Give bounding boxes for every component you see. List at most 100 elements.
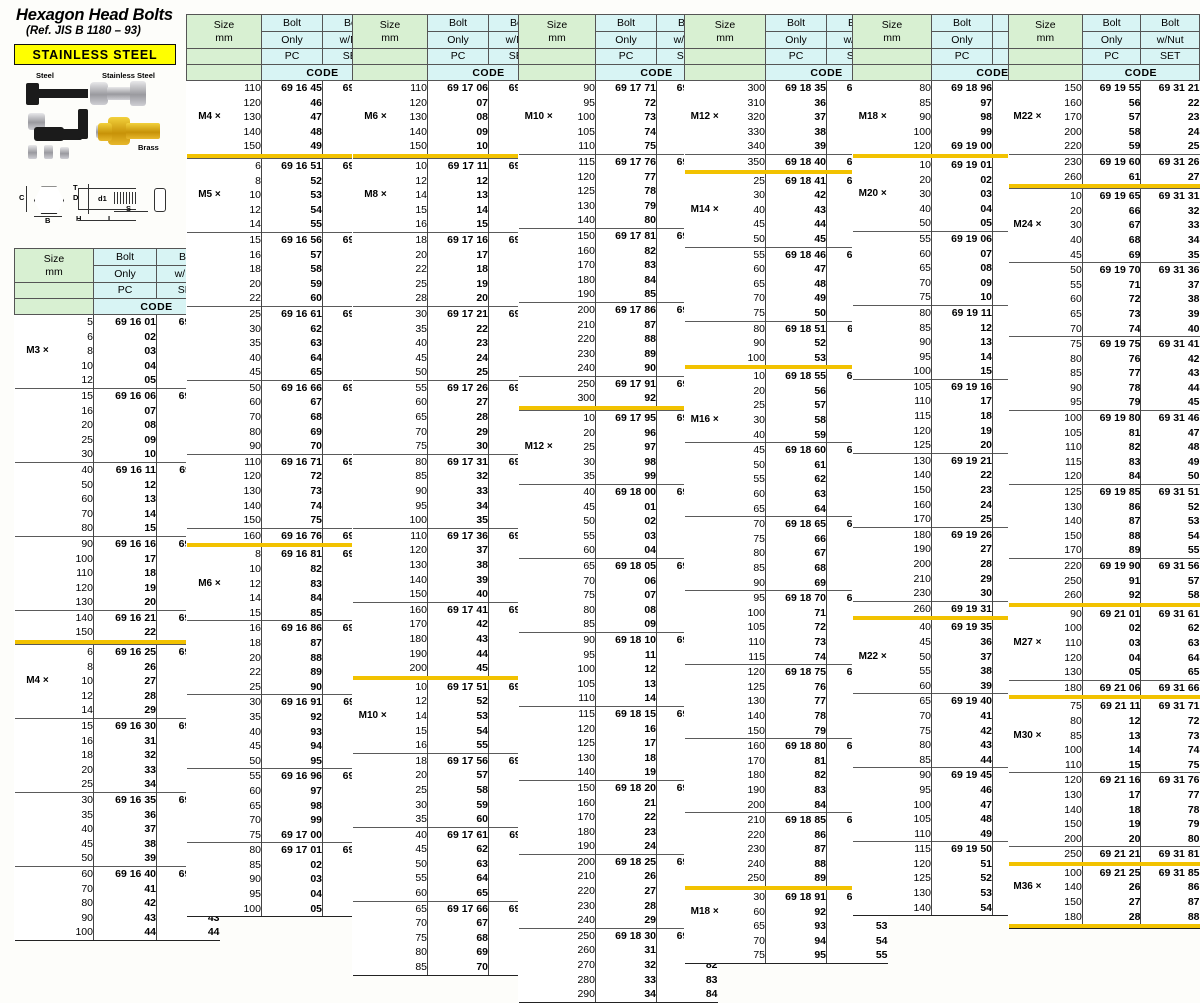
length-mm: 110 — [220, 79, 262, 96]
thread-designation: M24 × — [1013, 219, 1042, 231]
table-row: 75 69 21 11 69 31 71 — [1009, 699, 1200, 714]
code-bolt-only: 33 — [427, 484, 489, 499]
thread-designation — [1009, 125, 1042, 140]
thread-designation — [14, 925, 49, 941]
thread-designation — [1008, 557, 1042, 574]
code-bolt-with-nut: 42 — [1140, 351, 1200, 367]
length-mm: 40 — [249, 725, 261, 738]
length-mm: 310 — [747, 96, 765, 109]
thread-designation — [852, 900, 887, 917]
code-bolt-only: 72 — [765, 620, 827, 635]
code-bolt-with-nut: 22 — [1140, 95, 1200, 111]
thread-designation — [186, 620, 221, 636]
code-bolt-only: 69 16 91 — [261, 694, 323, 710]
code-bolt-with-nut: 48 — [1140, 440, 1200, 455]
length-mm: 70 — [415, 917, 427, 930]
thread-designation — [853, 321, 887, 336]
thread-designation: M22 × — [1013, 111, 1042, 123]
thread-designation: M30 × — [1013, 729, 1042, 741]
length-mm: 120 — [243, 96, 261, 109]
code-bolt-only: 81 — [765, 753, 827, 769]
header-size-unit: mm — [883, 31, 901, 44]
thread-designation — [353, 336, 387, 351]
thread-designation — [518, 375, 553, 392]
length-mm: 130 — [243, 111, 261, 124]
code-bolt-only: 15 — [427, 217, 489, 233]
thread-designation — [15, 777, 49, 792]
code-bolt-only: 83 — [1081, 454, 1141, 470]
header-size: Size mm — [1008, 14, 1083, 49]
code-bolt-only: 03 — [595, 528, 657, 544]
thread-designation — [353, 768, 387, 783]
length-mm: 55 — [753, 473, 765, 486]
code-bolt-only: 56 — [1081, 95, 1141, 111]
thread-designation — [15, 851, 49, 866]
code-bolt-only: 69 16 56 — [261, 231, 323, 248]
code-bolt-only: 26 — [595, 869, 657, 885]
code-bolt-only: 88 — [595, 332, 657, 347]
code-bolt-only: 07 — [595, 588, 657, 603]
table-row: 100 14 74 — [1009, 743, 1200, 758]
thread-designation — [15, 837, 49, 852]
hex-head-symbol — [34, 186, 64, 215]
thread-designation — [187, 636, 221, 651]
thread-designation — [353, 469, 387, 484]
thread-designation — [853, 335, 887, 350]
code-bolt-only: 69 18 00 — [595, 484, 657, 500]
header-size: Size mm — [852, 14, 932, 49]
code-bolt-only: 20 — [93, 595, 157, 611]
length-mm: 100 — [913, 365, 931, 378]
code-bolt-only: 84 — [261, 591, 323, 606]
code-bolt-only: 38 — [93, 836, 157, 852]
thread-designation — [519, 869, 553, 884]
code-bolt-only: 31 — [93, 733, 157, 749]
thread-designation — [519, 213, 553, 228]
code-bolt-only: 21 — [595, 795, 657, 811]
thread-designation — [518, 779, 553, 796]
length-mm: 75 — [919, 291, 931, 304]
header-size-spacer — [518, 48, 596, 65]
code-bolt-only: 60 — [261, 291, 323, 307]
code-bolt-with-nut: 69 31 71 — [1140, 699, 1200, 714]
code-bolt-only: 69 17 81 — [595, 227, 657, 244]
thread-designation: M12 × — [524, 441, 553, 453]
length-mm: 90 — [886, 767, 932, 783]
header-pc: PC — [595, 48, 657, 65]
length-mm: 70 — [753, 292, 765, 305]
table-row: 40 68 34 — [1009, 232, 1200, 248]
length-mm: 50 — [1041, 262, 1083, 278]
code-bolt-only: 61 — [1081, 169, 1141, 185]
length-mm: 230 — [1041, 153, 1083, 170]
thread-designation — [186, 157, 221, 174]
bolt-body-2 — [78, 209, 136, 211]
code-bolt-only: 57 — [261, 247, 323, 263]
code-bolt-only: 84 — [595, 272, 657, 288]
thread-designation — [685, 635, 719, 650]
code-bolt-only: 78 — [1081, 380, 1141, 396]
thread-designation — [352, 157, 387, 174]
table-row: 250 91 57 — [1009, 573, 1200, 589]
length-mm: 40 — [386, 826, 428, 843]
length-mm: 130 — [747, 695, 765, 708]
code-bolt-only: 52 — [427, 694, 489, 709]
thread-designation — [353, 871, 387, 886]
code-bolt-only: 03 — [1081, 635, 1141, 651]
thread-designation — [352, 900, 387, 917]
thread-designation — [353, 680, 387, 695]
header-bolt-only-line2: Only — [93, 265, 157, 283]
length-mm: 200 — [747, 798, 765, 811]
code-bolt-only: 43 — [93, 910, 157, 926]
photo-label-brass: Brass — [138, 143, 159, 153]
length-mm: 130 — [409, 111, 427, 124]
code-bolt-only: 87 — [261, 635, 323, 651]
length-mm: 85 — [919, 321, 931, 334]
length-mm: 180 — [409, 632, 427, 645]
length-mm: 125 — [747, 680, 765, 693]
code-bolt-only: 17 — [595, 736, 657, 751]
thread-designation — [853, 261, 887, 276]
code-bolt-only: 69 16 30 — [93, 718, 157, 734]
steel-bolt-head — [26, 83, 39, 106]
length-mm: 55 — [718, 246, 766, 263]
